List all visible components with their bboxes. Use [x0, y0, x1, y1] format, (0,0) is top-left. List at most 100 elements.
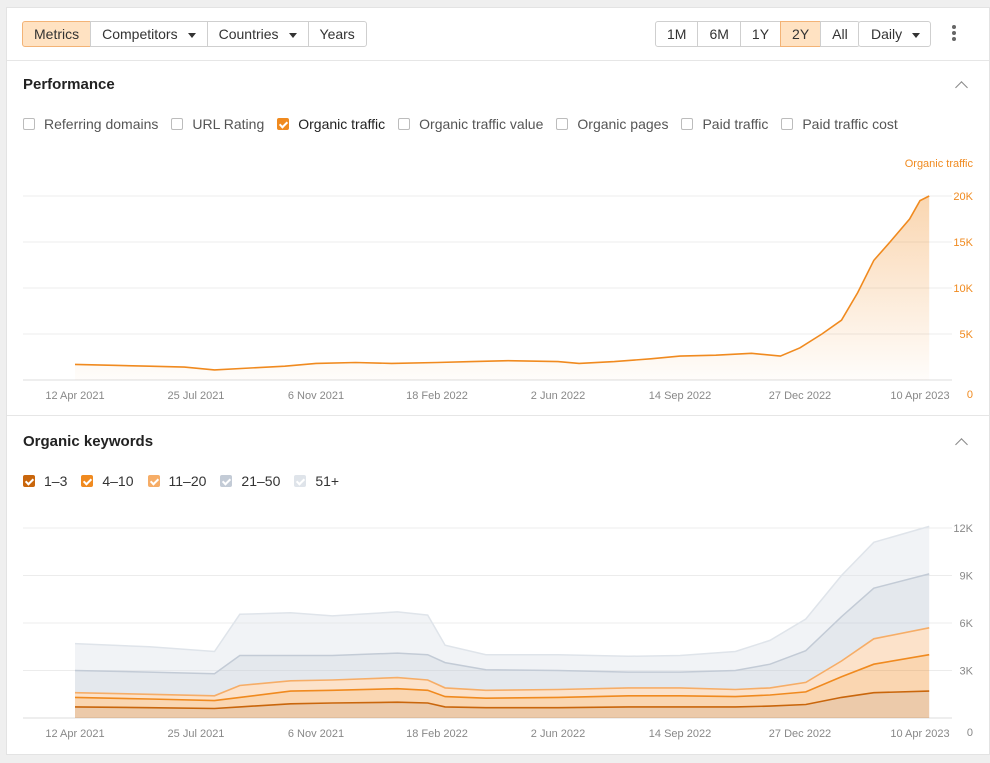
keywords-line-3 — [74, 573, 930, 675]
tab-countries-label: Countries — [218, 26, 279, 42]
organic-traffic-line — [74, 195, 930, 371]
metric-label: Paid traffic cost — [802, 116, 898, 132]
more-options-icon[interactable] — [951, 25, 957, 43]
y-tick-label: 20K — [953, 191, 973, 203]
checkbox-checked-icon — [147, 475, 160, 487]
range-6m-label: 6M — [709, 26, 729, 42]
bucket-21-50[interactable]: 21–50 — [220, 473, 280, 489]
bucket-4-10[interactable]: 4–10 — [81, 473, 134, 489]
range-1m-button[interactable]: 1M — [655, 21, 699, 47]
range-selector: 1M 6M 1Y 2Y All — [655, 21, 860, 47]
chevron-down-icon — [912, 32, 921, 38]
performance-title: Performance — [23, 76, 115, 93]
x-tick-label: 2 Jun 2022 — [531, 390, 585, 402]
bucket-label: 11–20 — [168, 473, 207, 489]
organic-traffic-area — [75, 196, 930, 380]
tab-competitors[interactable]: Competitors — [90, 21, 208, 47]
range-1y-label: 1Y — [751, 26, 770, 42]
bucket-label: 21–50 — [241, 473, 281, 489]
bucket-11-20[interactable]: 11–20 — [147, 473, 207, 489]
range-1m-label: 1M — [667, 26, 687, 42]
metric-label: Referring domains — [44, 116, 159, 132]
range-all-button[interactable]: All — [820, 21, 860, 47]
organic-traffic-chart: Organic traffic 0 5K 10K 15K 20K 12 Apr 2021 25… — [23, 158, 974, 402]
metric-paid-traffic-cost[interactable]: Paid traffic cost — [781, 116, 898, 132]
tab-countries[interactable]: Countries — [206, 21, 309, 47]
checkbox-icon — [781, 118, 794, 130]
y-tick-label: 9K — [960, 571, 974, 583]
organic-keywords-title: Organic keywords — [23, 433, 154, 450]
organic-keywords-chart: 0 3K 6K 9K 12K 12 Apr 2021 25 Jul 2021 6 Nov 20… — [23, 523, 974, 740]
section-divider — [7, 415, 989, 416]
x-tick-label: 2 Jun 2022 — [531, 728, 585, 740]
checkbox-icon — [556, 118, 569, 130]
series-axis-label: Organic traffic — [905, 158, 974, 170]
collapse-keywords-icon[interactable] — [955, 438, 968, 451]
metric-referring-domains[interactable]: Referring domains — [23, 116, 158, 132]
x-tick-label: 6 Nov 2021 — [288, 390, 344, 402]
collapse-performance-icon[interactable] — [955, 81, 968, 94]
tab-years[interactable]: Years — [307, 21, 367, 47]
checkbox-icon — [171, 118, 184, 130]
keywords-area-1 — [75, 654, 930, 709]
metric-organic-traffic[interactable]: Organic traffic — [277, 116, 385, 132]
x-tick-label: 6 Nov 2021 — [288, 728, 344, 740]
metric-label: URL Rating — [192, 116, 265, 132]
range-6m-button[interactable]: 6M — [697, 21, 741, 47]
chevron-down-icon — [187, 32, 196, 38]
metric-organic-pages[interactable]: Organic pages — [556, 116, 668, 132]
keywords-line-4 — [74, 525, 930, 658]
bucket-label: 4–10 — [102, 473, 134, 489]
checkbox-icon — [398, 118, 411, 130]
x-tick-label: 25 Jul 2021 — [168, 728, 225, 740]
checkbox-checked-icon — [220, 475, 233, 487]
x-tick-label: 10 Apr 2023 — [890, 728, 949, 740]
metric-paid-traffic[interactable]: Paid traffic — [681, 116, 768, 132]
metric-label: Paid traffic — [702, 116, 769, 132]
y-tick-label: 0 — [967, 727, 973, 739]
x-tick-label: 18 Feb 2022 — [406, 728, 468, 740]
keyword-buckets: 1–3 4–10 11–20 21–50 51+ — [23, 473, 353, 489]
keywords-area-3 — [75, 573, 930, 696]
tab-competitors-label: Competitors — [102, 26, 178, 42]
x-tick-label: 10 Apr 2023 — [890, 390, 949, 402]
keywords-area-4 — [75, 526, 930, 674]
y-tick-label: 0 — [967, 389, 973, 401]
keywords-line-2 — [74, 627, 930, 697]
y-tick-label: 10K — [953, 283, 973, 295]
checkbox-checked-icon — [294, 475, 307, 487]
x-tick-label: 12 Apr 2021 — [45, 728, 104, 740]
performance-metrics: Referring domains URL Rating Organic tra… — [23, 116, 911, 132]
checkbox-icon — [681, 118, 694, 130]
x-tick-label: 27 Dec 2022 — [769, 728, 831, 740]
y-tick-label: 6K — [960, 618, 974, 630]
range-2y-label: 2Y — [792, 26, 810, 42]
tab-metrics[interactable]: Metrics — [22, 21, 92, 47]
checkbox-checked-icon — [81, 475, 94, 487]
metric-label: Organic traffic — [298, 116, 386, 132]
x-tick-label: 18 Feb 2022 — [406, 390, 468, 402]
keywords-line-1 — [74, 653, 930, 702]
metric-organic-traffic-value[interactable]: Organic traffic value — [398, 116, 543, 132]
toolbar: Metrics Competitors Countries Years 1M 6… — [7, 8, 989, 61]
interval-dropdown-label: Daily — [871, 26, 903, 42]
metric-url-rating[interactable]: URL Rating — [171, 116, 264, 132]
bucket-label: 51+ — [315, 473, 340, 489]
range-1y-button[interactable]: 1Y — [739, 21, 782, 47]
bucket-51-plus[interactable]: 51+ — [294, 473, 339, 489]
tab-years-label: Years — [319, 26, 355, 42]
x-tick-label: 14 Sep 2022 — [649, 728, 711, 740]
range-all-label: All — [832, 26, 848, 42]
checkbox-checked-icon — [23, 475, 35, 487]
keywords-area-2 — [75, 627, 930, 701]
interval-dropdown[interactable]: Daily — [858, 21, 932, 47]
y-tick-label: 15K — [953, 237, 973, 249]
range-2y-button[interactable]: 2Y — [780, 21, 822, 47]
tab-metrics-label: Metrics — [34, 26, 80, 42]
y-tick-label: 5K — [960, 329, 974, 341]
x-tick-label: 14 Sep 2022 — [649, 390, 711, 402]
x-tick-label: 12 Apr 2021 — [45, 390, 104, 402]
bucket-1-3[interactable]: 1–3 — [23, 473, 67, 489]
y-tick-label: 12K — [953, 523, 973, 535]
metric-label: Organic pages — [577, 116, 669, 132]
